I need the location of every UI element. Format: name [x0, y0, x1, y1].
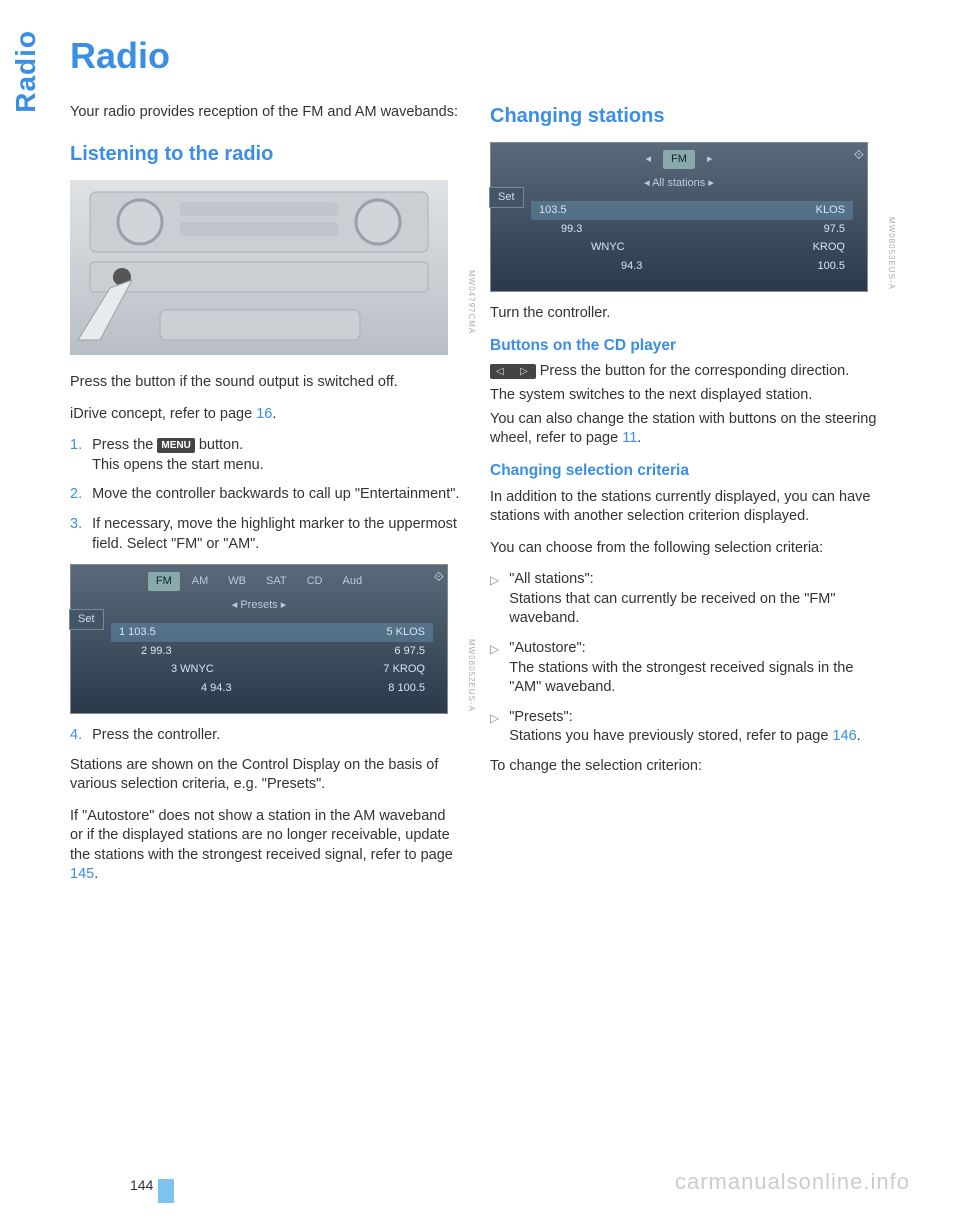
next-station: The system switches to the next displaye… — [490, 386, 880, 406]
img-code-2: MW08052EUS-A — [465, 639, 476, 712]
change-criterion: To change the selection criterion: — [490, 757, 880, 777]
steps-list: 1. Press the MENU button.This opens the … — [70, 436, 460, 554]
sub-criteria: Changing selection criteria — [490, 461, 880, 482]
seek-text: ◁ ▷ Press the button for the correspondi… — [490, 362, 880, 382]
stations-shown: Stations are shown on the Control Displa… — [70, 756, 460, 795]
steering-ref: You can also change the station with but… — [490, 410, 880, 449]
link-145[interactable]: 145 — [70, 866, 94, 882]
right-column: Changing stations ⟐ ◂ FM ▸ ◂ All station… — [490, 103, 880, 897]
side-tab: Radio — [10, 30, 42, 113]
page-accent-bar — [158, 1179, 174, 1203]
watermark: carmanualsonline.info — [675, 1169, 910, 1195]
section-listening: Listening to the radio — [70, 141, 460, 168]
seek-icon: ◁ ▷ — [490, 364, 536, 380]
page-title: Radio — [70, 35, 910, 77]
criteria-intro: In addition to the stations currently di… — [490, 488, 880, 527]
criteria-list: ▷ "All stations":Stations that can curre… — [490, 570, 880, 747]
left-column: Your radio provides reception of the FM … — [70, 103, 460, 897]
bullet-icon: ▷ — [490, 570, 499, 629]
bullet-icon: ▷ — [490, 708, 499, 747]
turn-controller: Turn the controller. — [490, 304, 880, 324]
criteria-choose: You can choose from the following select… — [490, 539, 880, 559]
radio-dash-photo: MW04797CMA — [70, 180, 460, 362]
idrive-ref: iDrive concept, refer to page 16. — [70, 405, 460, 425]
section-changing: Changing stations — [490, 103, 880, 130]
press-off-text: Press the button if the sound output is … — [70, 373, 460, 393]
page-number: 144 — [130, 1177, 153, 1193]
img-code-1: MW04797CMA — [465, 270, 476, 334]
link-11[interactable]: 11 — [622, 430, 637, 446]
autostore-note: If "Autostore" does not show a station i… — [70, 807, 460, 885]
step4: 4.Press the controller. — [70, 726, 460, 746]
screen-allstations: ⟐ ◂ FM ▸ ◂ All stations ▸ Set 103.5KLOS … — [490, 142, 880, 292]
img-code-3: MW08053EUS-A — [885, 217, 896, 290]
sub-cd-buttons: Buttons on the CD player — [490, 336, 880, 357]
link-146[interactable]: 146 — [832, 728, 856, 744]
link-16[interactable]: 16 — [256, 406, 272, 422]
menu-button-icon: MENU — [157, 438, 194, 454]
screen-presets: ⟐ FM AM WB SAT CD Aud ◂ Presets ▸ Set 1 … — [70, 564, 460, 714]
intro-text: Your radio provides reception of the FM … — [70, 103, 460, 123]
bullet-icon: ▷ — [490, 639, 499, 698]
